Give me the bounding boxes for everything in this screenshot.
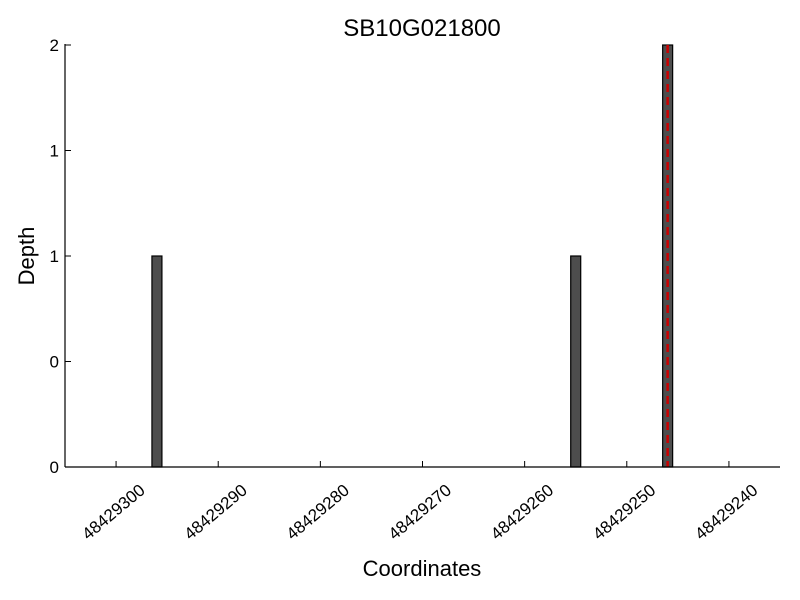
y-tick-label: 1 <box>50 247 59 266</box>
bar-0 <box>151 255 163 468</box>
y-tick-label: 1 <box>50 142 59 161</box>
y-tick-label: 0 <box>50 458 59 477</box>
plot-area: 0 0 1 1 2 48429300 48429290 48429280 48429270 484… <box>50 36 780 544</box>
x-tick-label: 48429240 <box>691 481 761 544</box>
x-tick-label: 48429250 <box>589 481 659 544</box>
x-tick-label: 48429280 <box>283 481 353 544</box>
x-tick-label: 48429290 <box>181 481 251 544</box>
chart-title: SB10G021800 <box>343 15 500 42</box>
y-axis-label: Depth <box>14 227 39 286</box>
y-tick-label: 0 <box>50 353 59 372</box>
x-tick-label: 48429300 <box>78 481 148 544</box>
x-tick-label: 48429260 <box>487 481 557 544</box>
x-tick-label: 48429270 <box>385 481 455 544</box>
y-tick-label: 2 <box>50 36 59 55</box>
bar-1 <box>570 255 582 468</box>
x-axis-label: Coordinates <box>363 556 482 581</box>
